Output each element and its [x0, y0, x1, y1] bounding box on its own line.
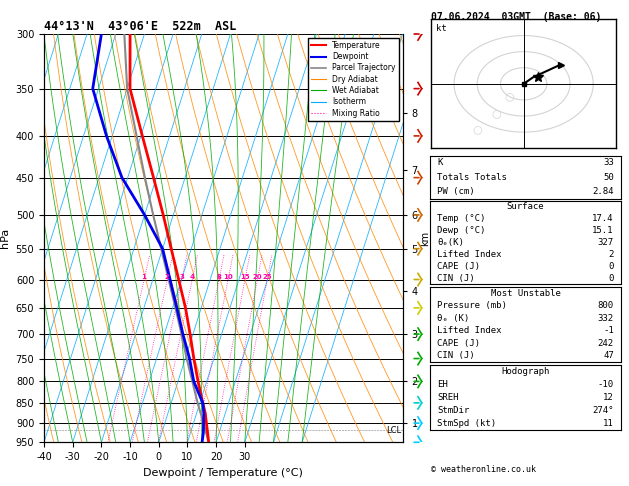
Text: PW (cm): PW (cm) [437, 188, 475, 196]
Text: 10: 10 [223, 274, 233, 279]
Text: © weatheronline.co.uk: © weatheronline.co.uk [431, 465, 536, 474]
Text: 800: 800 [598, 301, 614, 310]
Text: Temp (°C): Temp (°C) [437, 214, 486, 223]
Text: ○: ○ [472, 124, 482, 134]
Text: Totals Totals: Totals Totals [437, 173, 507, 182]
Text: 07.06.2024  03GMT  (Base: 06): 07.06.2024 03GMT (Base: 06) [431, 12, 601, 22]
Text: 2: 2 [165, 274, 170, 279]
Text: 1: 1 [142, 274, 147, 279]
Text: 20: 20 [253, 274, 262, 279]
Text: Pressure (mb): Pressure (mb) [437, 301, 507, 310]
Text: 3: 3 [179, 274, 184, 279]
Text: 50: 50 [603, 173, 614, 182]
Text: CAPE (J): CAPE (J) [437, 339, 481, 348]
Text: EH: EH [437, 380, 448, 389]
Text: 47: 47 [603, 351, 614, 360]
Text: 332: 332 [598, 313, 614, 323]
Text: 15: 15 [240, 274, 250, 279]
Text: 44°13'N  43°06'E  522m  ASL: 44°13'N 43°06'E 522m ASL [44, 20, 237, 33]
Text: -10: -10 [598, 380, 614, 389]
X-axis label: Dewpoint / Temperature (°C): Dewpoint / Temperature (°C) [143, 468, 303, 478]
Text: Surface: Surface [507, 202, 544, 211]
Text: Hodograph: Hodograph [501, 366, 550, 376]
Legend: Temperature, Dewpoint, Parcel Trajectory, Dry Adiabat, Wet Adiabat, Isotherm, Mi: Temperature, Dewpoint, Parcel Trajectory… [308, 38, 399, 121]
Text: 274°: 274° [593, 406, 614, 415]
Text: K: K [437, 158, 443, 167]
Text: 242: 242 [598, 339, 614, 348]
Y-axis label: km
ASL: km ASL [421, 229, 442, 247]
Text: Dewp (°C): Dewp (°C) [437, 226, 486, 235]
Text: kt: kt [435, 24, 446, 33]
Text: 0: 0 [608, 274, 614, 283]
Text: 2.84: 2.84 [593, 188, 614, 196]
Text: Lifted Index: Lifted Index [437, 250, 502, 259]
Text: SREH: SREH [437, 393, 459, 402]
Y-axis label: hPa: hPa [0, 228, 10, 248]
Text: StmDir: StmDir [437, 406, 469, 415]
Text: ○: ○ [491, 108, 501, 118]
Text: CIN (J): CIN (J) [437, 351, 475, 360]
Text: 33: 33 [603, 158, 614, 167]
Text: 4: 4 [190, 274, 195, 279]
Text: 2: 2 [608, 250, 614, 259]
Text: -1: -1 [603, 326, 614, 335]
Text: CIN (J): CIN (J) [437, 274, 475, 283]
Text: 8: 8 [216, 274, 221, 279]
Text: Most Unstable: Most Unstable [491, 289, 560, 297]
Text: θₑ(K): θₑ(K) [437, 238, 464, 247]
Text: 17.4: 17.4 [593, 214, 614, 223]
Text: CAPE (J): CAPE (J) [437, 262, 481, 271]
Text: LCL: LCL [387, 426, 402, 434]
Text: StmSpd (kt): StmSpd (kt) [437, 419, 496, 428]
Text: 12: 12 [603, 393, 614, 402]
Text: 25: 25 [262, 274, 272, 279]
Text: 0: 0 [608, 262, 614, 271]
Text: θₑ (K): θₑ (K) [437, 313, 469, 323]
Text: Lifted Index: Lifted Index [437, 326, 502, 335]
Text: 327: 327 [598, 238, 614, 247]
Text: ○: ○ [505, 92, 515, 102]
Text: 11: 11 [603, 419, 614, 428]
Text: 15.1: 15.1 [593, 226, 614, 235]
